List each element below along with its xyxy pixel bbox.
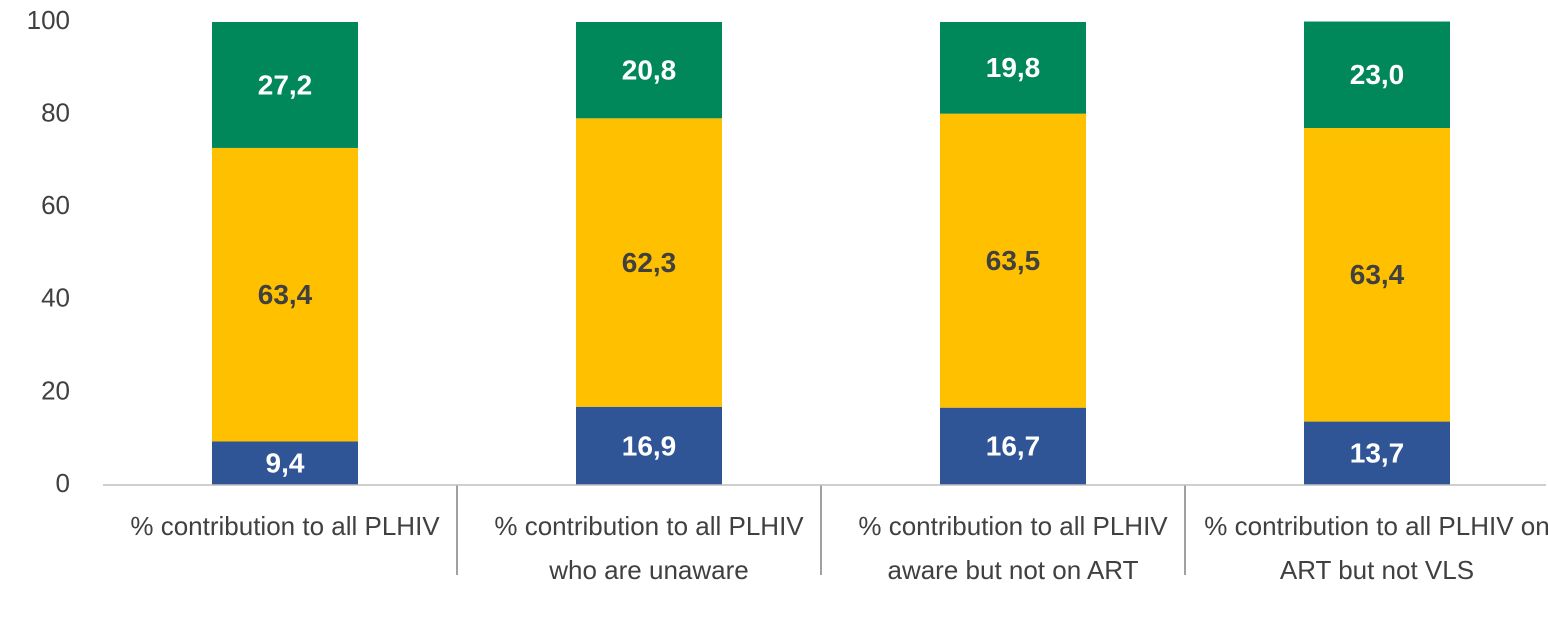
bar-segment <box>576 406 722 485</box>
bar-segment <box>940 407 1086 485</box>
bar-segment <box>576 118 722 407</box>
x-tick-label: % contribution to all PLHIV <box>130 511 440 541</box>
x-tick-label: % contribution to all PLHIV who are unaw… <box>494 511 804 585</box>
bar-segment <box>1304 421 1450 485</box>
bar-segment <box>212 441 358 485</box>
y-tick-label: 60 <box>41 190 70 220</box>
data-label: 13,7 <box>1350 438 1405 469</box>
y-tick-label: 80 <box>41 97 70 127</box>
data-label: 23,0 <box>1350 59 1405 90</box>
data-label: 16,9 <box>622 430 677 461</box>
data-label: 27,2 <box>258 69 313 100</box>
data-label: 63,5 <box>986 245 1041 276</box>
y-tick-label: 40 <box>41 283 70 313</box>
bar-segment <box>1304 128 1450 422</box>
data-label: 20,8 <box>622 55 677 86</box>
data-label: 63,4 <box>258 279 313 310</box>
data-label: 16,7 <box>986 431 1041 462</box>
bar-segment <box>940 113 1086 408</box>
data-label: 19,8 <box>986 52 1041 83</box>
y-tick-label: 100 <box>27 5 70 35</box>
bar-segment <box>940 22 1086 114</box>
y-tick-label: 0 <box>56 468 70 498</box>
data-label: 9,4 <box>266 448 305 479</box>
y-tick-label: 20 <box>41 375 70 405</box>
bar-segment <box>212 147 358 442</box>
bar-segment <box>576 22 722 119</box>
bar-segment <box>1304 21 1450 129</box>
data-label: 63,4 <box>1350 259 1405 290</box>
x-tick-label: % contribution to all PLHIV on ART but n… <box>1204 511 1548 585</box>
bar-segment <box>212 22 358 148</box>
x-tick-label: % contribution to all PLHIV aware but no… <box>858 511 1168 585</box>
data-label: 62,3 <box>622 247 677 278</box>
